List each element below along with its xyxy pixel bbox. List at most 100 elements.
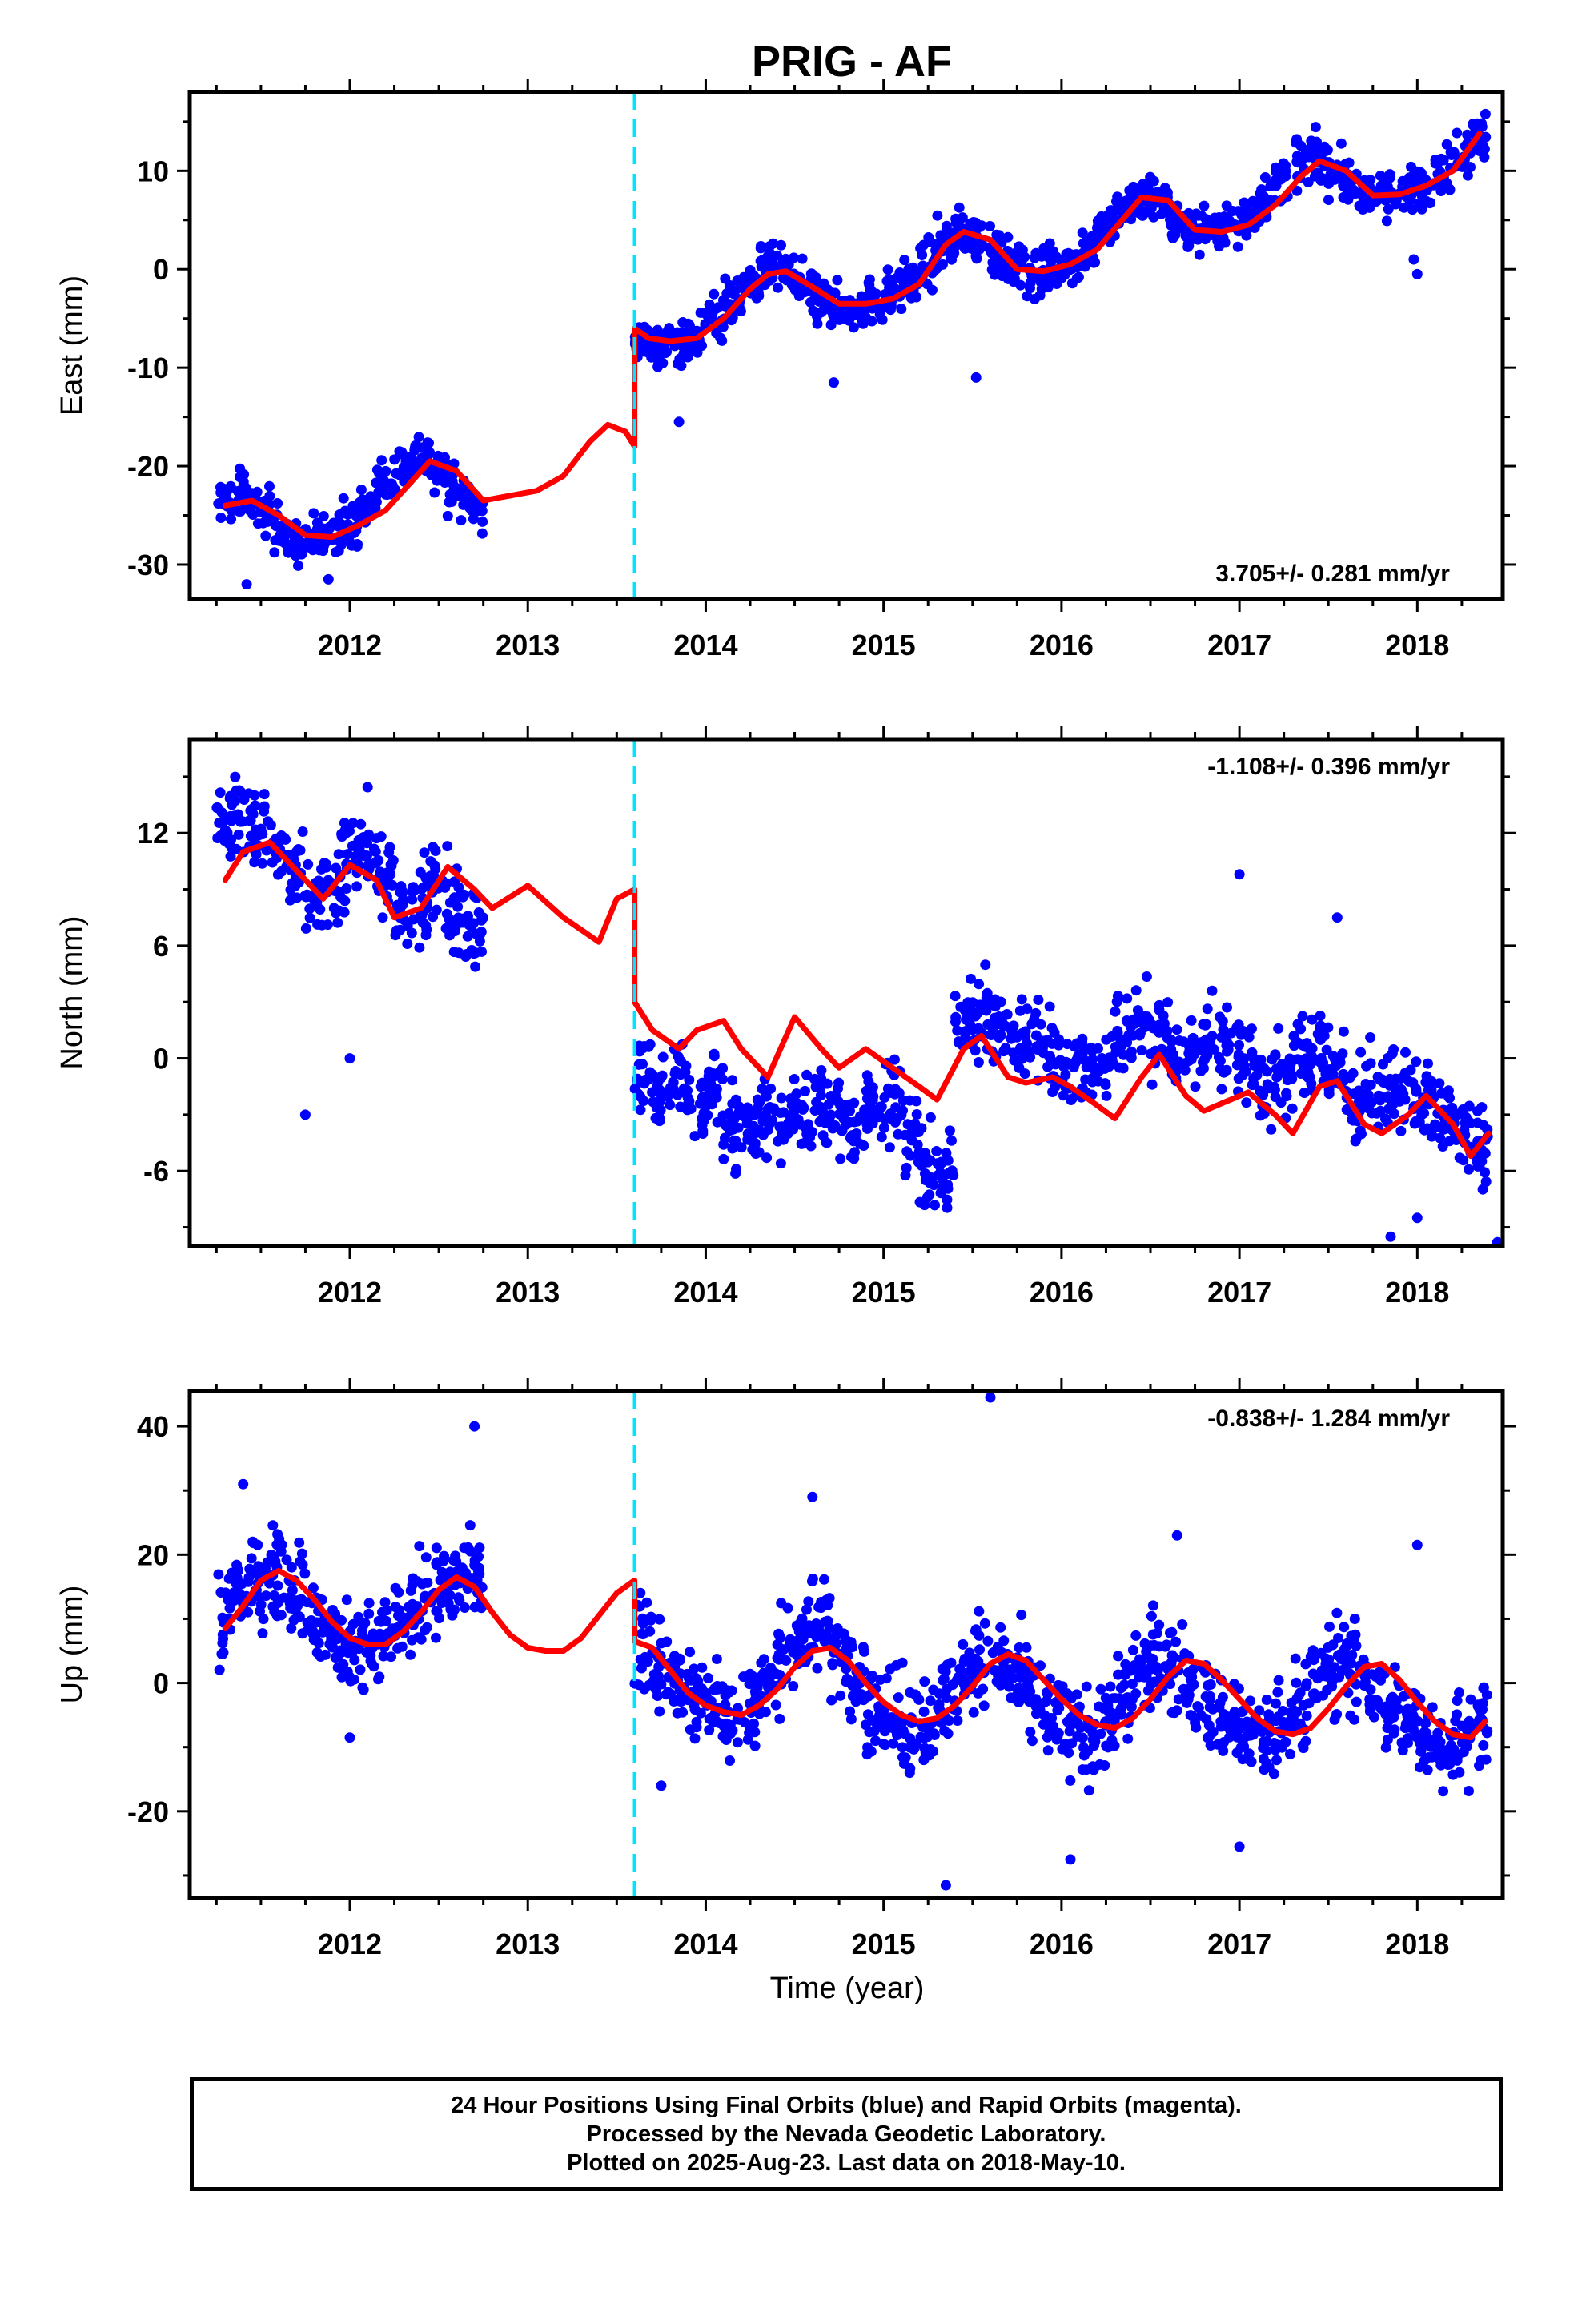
up-observation-point (299, 1568, 311, 1579)
east-observation-point (468, 513, 479, 525)
east-observation-point (1476, 118, 1488, 129)
up-observation-point (1329, 1714, 1340, 1725)
north-observation-point (1110, 1006, 1121, 1017)
north-observation-point (684, 1074, 695, 1085)
east-observation-point (904, 272, 915, 283)
north-observation-point (1477, 1184, 1488, 1195)
up-observation-point (1207, 1703, 1219, 1715)
north-observation-point (654, 1096, 665, 1107)
north-observation-point (1122, 993, 1133, 1004)
up-observation-point (1478, 1683, 1489, 1694)
north-observation-point (415, 866, 426, 878)
up-x-tick-label: 2016 (1030, 1928, 1094, 1960)
up-observation-point (319, 1621, 330, 1632)
up-observation-point (1200, 1691, 1211, 1702)
up-observation-point (307, 1582, 319, 1594)
north-observation-point (1146, 1079, 1158, 1090)
up-observation-point (1122, 1692, 1133, 1703)
north-observation-point (470, 961, 481, 972)
north-observation-point (373, 854, 384, 866)
north-outlier-point (299, 1109, 311, 1120)
north-observation-point (1420, 1076, 1431, 1088)
east-observation-point (1480, 108, 1491, 119)
up-observation-point (431, 1558, 442, 1569)
north-observation-point (1186, 1054, 1197, 1065)
north-observation-point (1044, 1001, 1055, 1012)
north-outlier-point (344, 1053, 355, 1064)
up-observation-point (1324, 1621, 1335, 1632)
east-observation-point (692, 347, 703, 358)
up-observation-point (217, 1649, 228, 1659)
north-observation-point (471, 928, 482, 939)
north-observation-point (1315, 1053, 1327, 1063)
up-observation-point (1349, 1614, 1360, 1624)
north-observation-point (1014, 1062, 1025, 1073)
north-observation-point (425, 870, 436, 882)
up-observation-point (1301, 1711, 1312, 1721)
east-observation-point (1308, 151, 1319, 162)
up-observation-point (819, 1574, 829, 1585)
up-observation-point (420, 1552, 432, 1563)
east-observation-point (657, 357, 669, 368)
up-observation-point (1300, 1735, 1311, 1747)
north-observation-point (1202, 1003, 1213, 1015)
up-observation-point (1295, 1687, 1306, 1699)
chart-title: PRIG - AF (752, 38, 952, 86)
north-x-tick-label: 2017 (1207, 1276, 1271, 1309)
up-observation-point (463, 1542, 474, 1553)
north-observation-point (1199, 1054, 1211, 1065)
east-observation-point (1399, 202, 1410, 213)
up-observation-point (1021, 1642, 1032, 1653)
up-rate-label: -0.838+/- 1.284 mm/yr (1207, 1405, 1450, 1432)
east-observation-point (1416, 190, 1427, 201)
up-observation-point (886, 1712, 897, 1723)
north-observation-point (1454, 1152, 1465, 1164)
north-observation-point (1295, 1023, 1307, 1035)
up-observation-point (677, 1695, 688, 1706)
north-observation-point (1262, 1066, 1273, 1077)
north-observation-point (1288, 1031, 1299, 1042)
up-observation-point (379, 1597, 391, 1608)
east-observation-point (335, 509, 347, 519)
footer-line-3: Plotted on 2025-Aug-23. Last data on 201… (567, 2149, 1126, 2176)
north-observation-point (950, 991, 961, 1002)
north-observation-point (928, 1180, 939, 1191)
up-observation-point (268, 1590, 279, 1601)
up-observation-point (286, 1562, 297, 1573)
north-observation-point (727, 1075, 738, 1086)
north-observation-point (1099, 1078, 1110, 1089)
east-x-tick-label: 2012 (318, 629, 382, 661)
up-observation-point (1218, 1745, 1229, 1756)
up-observation-point (639, 1683, 650, 1695)
up-x-tick-label: 2017 (1207, 1928, 1271, 1960)
east-observation-point (709, 288, 720, 300)
east-observation-point (1209, 212, 1220, 223)
up-observation-point (1237, 1754, 1248, 1765)
north-observation-point (897, 1105, 908, 1116)
north-observation-point (386, 860, 397, 871)
east-observation-point (1416, 201, 1427, 212)
east-x-tick-label: 2017 (1207, 629, 1271, 661)
north-observation-point (1380, 1113, 1391, 1124)
footer-box: 24 Hour Positions Using Final Orbits (bl… (190, 2077, 1503, 2191)
east-observation-point (355, 485, 367, 495)
north-observation-point (230, 795, 241, 806)
east-observation-point (308, 508, 319, 519)
north-observation-point (634, 1046, 645, 1057)
up-observation-point (888, 1738, 899, 1749)
east-observation-point (755, 241, 766, 251)
north-observation-point (665, 1100, 676, 1111)
north-outlier-point (1234, 869, 1245, 880)
up-observation-point (1271, 1755, 1282, 1766)
north-observation-point (380, 868, 391, 879)
north-observation-point (1204, 1037, 1215, 1048)
up-observation-point (1415, 1745, 1427, 1756)
east-observation-point (724, 279, 735, 291)
north-observation-point (355, 818, 367, 830)
up-observation-point (885, 1663, 896, 1675)
up-observation-point (1301, 1678, 1312, 1689)
up-observation-point (1065, 1775, 1076, 1786)
east-x-tick-label: 2015 (852, 629, 916, 661)
up-observation-point (1026, 1735, 1038, 1747)
north-observation-point (942, 1179, 954, 1190)
